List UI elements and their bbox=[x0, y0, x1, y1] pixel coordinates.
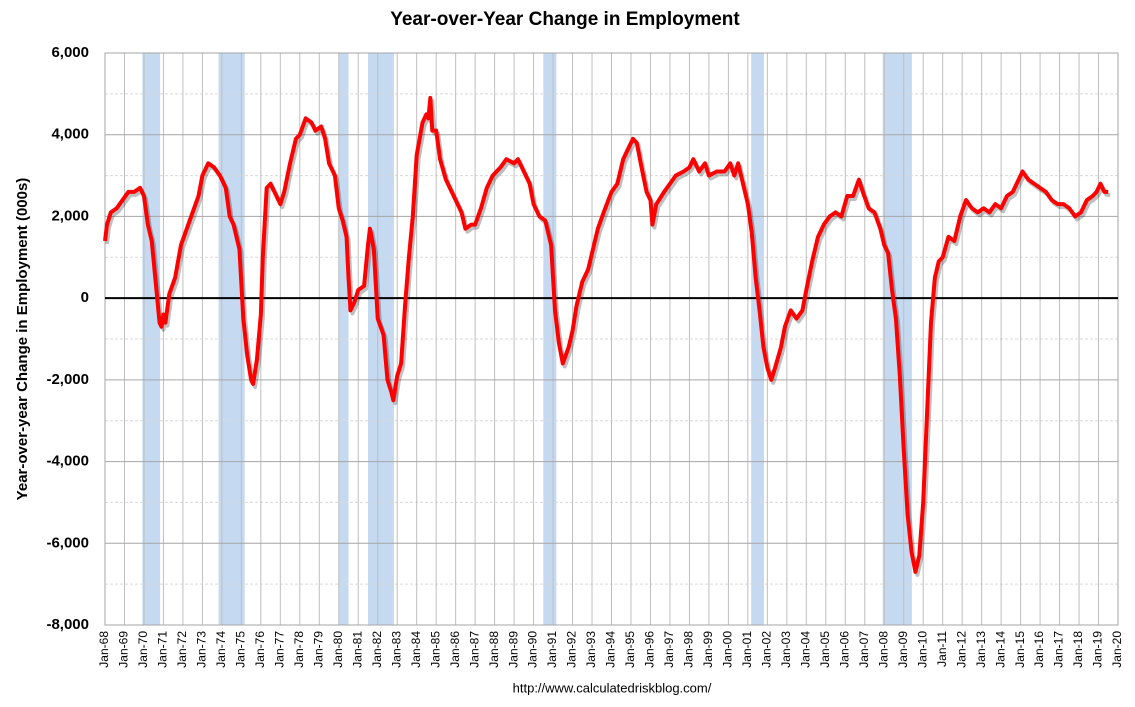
x-tick-label: Jan-00 bbox=[721, 631, 735, 668]
x-tick-label: Jan-16 bbox=[1032, 631, 1046, 668]
x-tick-label: Jan-86 bbox=[448, 631, 462, 668]
x-tick-label: Jan-72 bbox=[175, 631, 189, 668]
shadow-line bbox=[105, 98, 1111, 577]
x-tick-label: Jan-98 bbox=[682, 631, 696, 668]
plot-frame bbox=[104, 52, 1119, 626]
x-tick-label: Jan-94 bbox=[604, 631, 618, 668]
x-tick-label: Jan-77 bbox=[272, 631, 286, 668]
x-tick-label: Jan-68 bbox=[97, 631, 111, 668]
x-tick-label: Jan-76 bbox=[253, 631, 267, 668]
x-tick-label: Jan-15 bbox=[1013, 631, 1027, 668]
x-tick-label: Jan-85 bbox=[428, 631, 442, 668]
y-tick-label: -2,000 bbox=[46, 371, 89, 388]
y-tick-label: -8,000 bbox=[46, 616, 89, 633]
x-tick-label: Jan-89 bbox=[506, 631, 520, 668]
x-tick-label: Jan-20 bbox=[1110, 631, 1124, 668]
x-tick-label: Jan-08 bbox=[876, 631, 890, 668]
x-tick-label: Jan-09 bbox=[896, 631, 910, 668]
x-tick-label: Jan-10 bbox=[915, 631, 929, 668]
x-tick-label: Jan-74 bbox=[214, 631, 228, 668]
y-axis-label: Year-over-year Change in Employment (000… bbox=[14, 178, 31, 501]
x-tick-label: Jan-12 bbox=[954, 631, 968, 668]
source: http://www.calculatedriskblog.com/ bbox=[513, 680, 712, 695]
x-tick-label: Jan-73 bbox=[195, 631, 209, 668]
x-tick-label: Jan-92 bbox=[565, 631, 579, 668]
x-tick-label: Jan-03 bbox=[779, 631, 793, 668]
y-tick-label: -4,000 bbox=[46, 453, 89, 470]
chart-title: Year-over-Year Change in Employment bbox=[390, 9, 740, 30]
x-tick-label: Jan-91 bbox=[545, 631, 559, 668]
x-tick-label: Jan-93 bbox=[584, 631, 598, 668]
y-tick-label: 0 bbox=[81, 289, 89, 306]
x-tick-label: Jan-06 bbox=[837, 631, 851, 668]
x-tick-label: Jan-69 bbox=[117, 631, 131, 668]
x-tick-label: Jan-87 bbox=[467, 631, 481, 668]
recession-band bbox=[338, 53, 349, 625]
x-tick-label: Jan-14 bbox=[993, 631, 1007, 668]
x-tick-label: Jan-02 bbox=[760, 631, 774, 668]
x-tick-label: Jan-83 bbox=[389, 631, 403, 668]
x-tick-label: Jan-75 bbox=[234, 631, 248, 668]
x-tick-label: Jan-82 bbox=[370, 631, 384, 668]
x-tick-label: Jan-01 bbox=[740, 631, 754, 668]
x-tick-label: Jan-18 bbox=[1071, 631, 1085, 668]
x-tick-label: Jan-88 bbox=[487, 631, 501, 668]
y-tick-label: -6,000 bbox=[46, 534, 89, 551]
x-tick-label: Jan-07 bbox=[857, 631, 871, 668]
x-tick-label: Jan-17 bbox=[1052, 631, 1066, 668]
x-tick-label: Jan-96 bbox=[643, 631, 657, 668]
y-tick-label: 2,000 bbox=[51, 207, 89, 224]
x-tick-label: Jan-97 bbox=[662, 631, 676, 668]
x-tick-label: Jan-04 bbox=[798, 631, 812, 668]
x-tick-label: Jan-84 bbox=[409, 631, 423, 668]
x-tick-label: Jan-13 bbox=[974, 631, 988, 668]
x-tick-label: Jan-19 bbox=[1091, 631, 1105, 668]
y-tick-label: 4,000 bbox=[51, 126, 89, 143]
x-tick-label: Jan-81 bbox=[350, 631, 364, 668]
x-tick-label: Jan-78 bbox=[292, 631, 306, 668]
employment-line bbox=[103, 95, 1109, 574]
x-tick-label: Jan-70 bbox=[136, 631, 150, 668]
x-tick-label: Jan-79 bbox=[311, 631, 325, 668]
x-tick-label: Jan-99 bbox=[701, 631, 715, 668]
x-tick-label: Jan-71 bbox=[156, 631, 170, 668]
y-tick-label: 6,000 bbox=[51, 44, 89, 61]
x-tick-label: Jan-90 bbox=[526, 631, 540, 668]
x-tick-label: Jan-95 bbox=[623, 631, 637, 668]
x-tick-label: Jan-05 bbox=[818, 631, 832, 668]
x-tick-label: Jan-80 bbox=[331, 631, 345, 668]
x-tick-label: Jan-11 bbox=[935, 631, 949, 667]
